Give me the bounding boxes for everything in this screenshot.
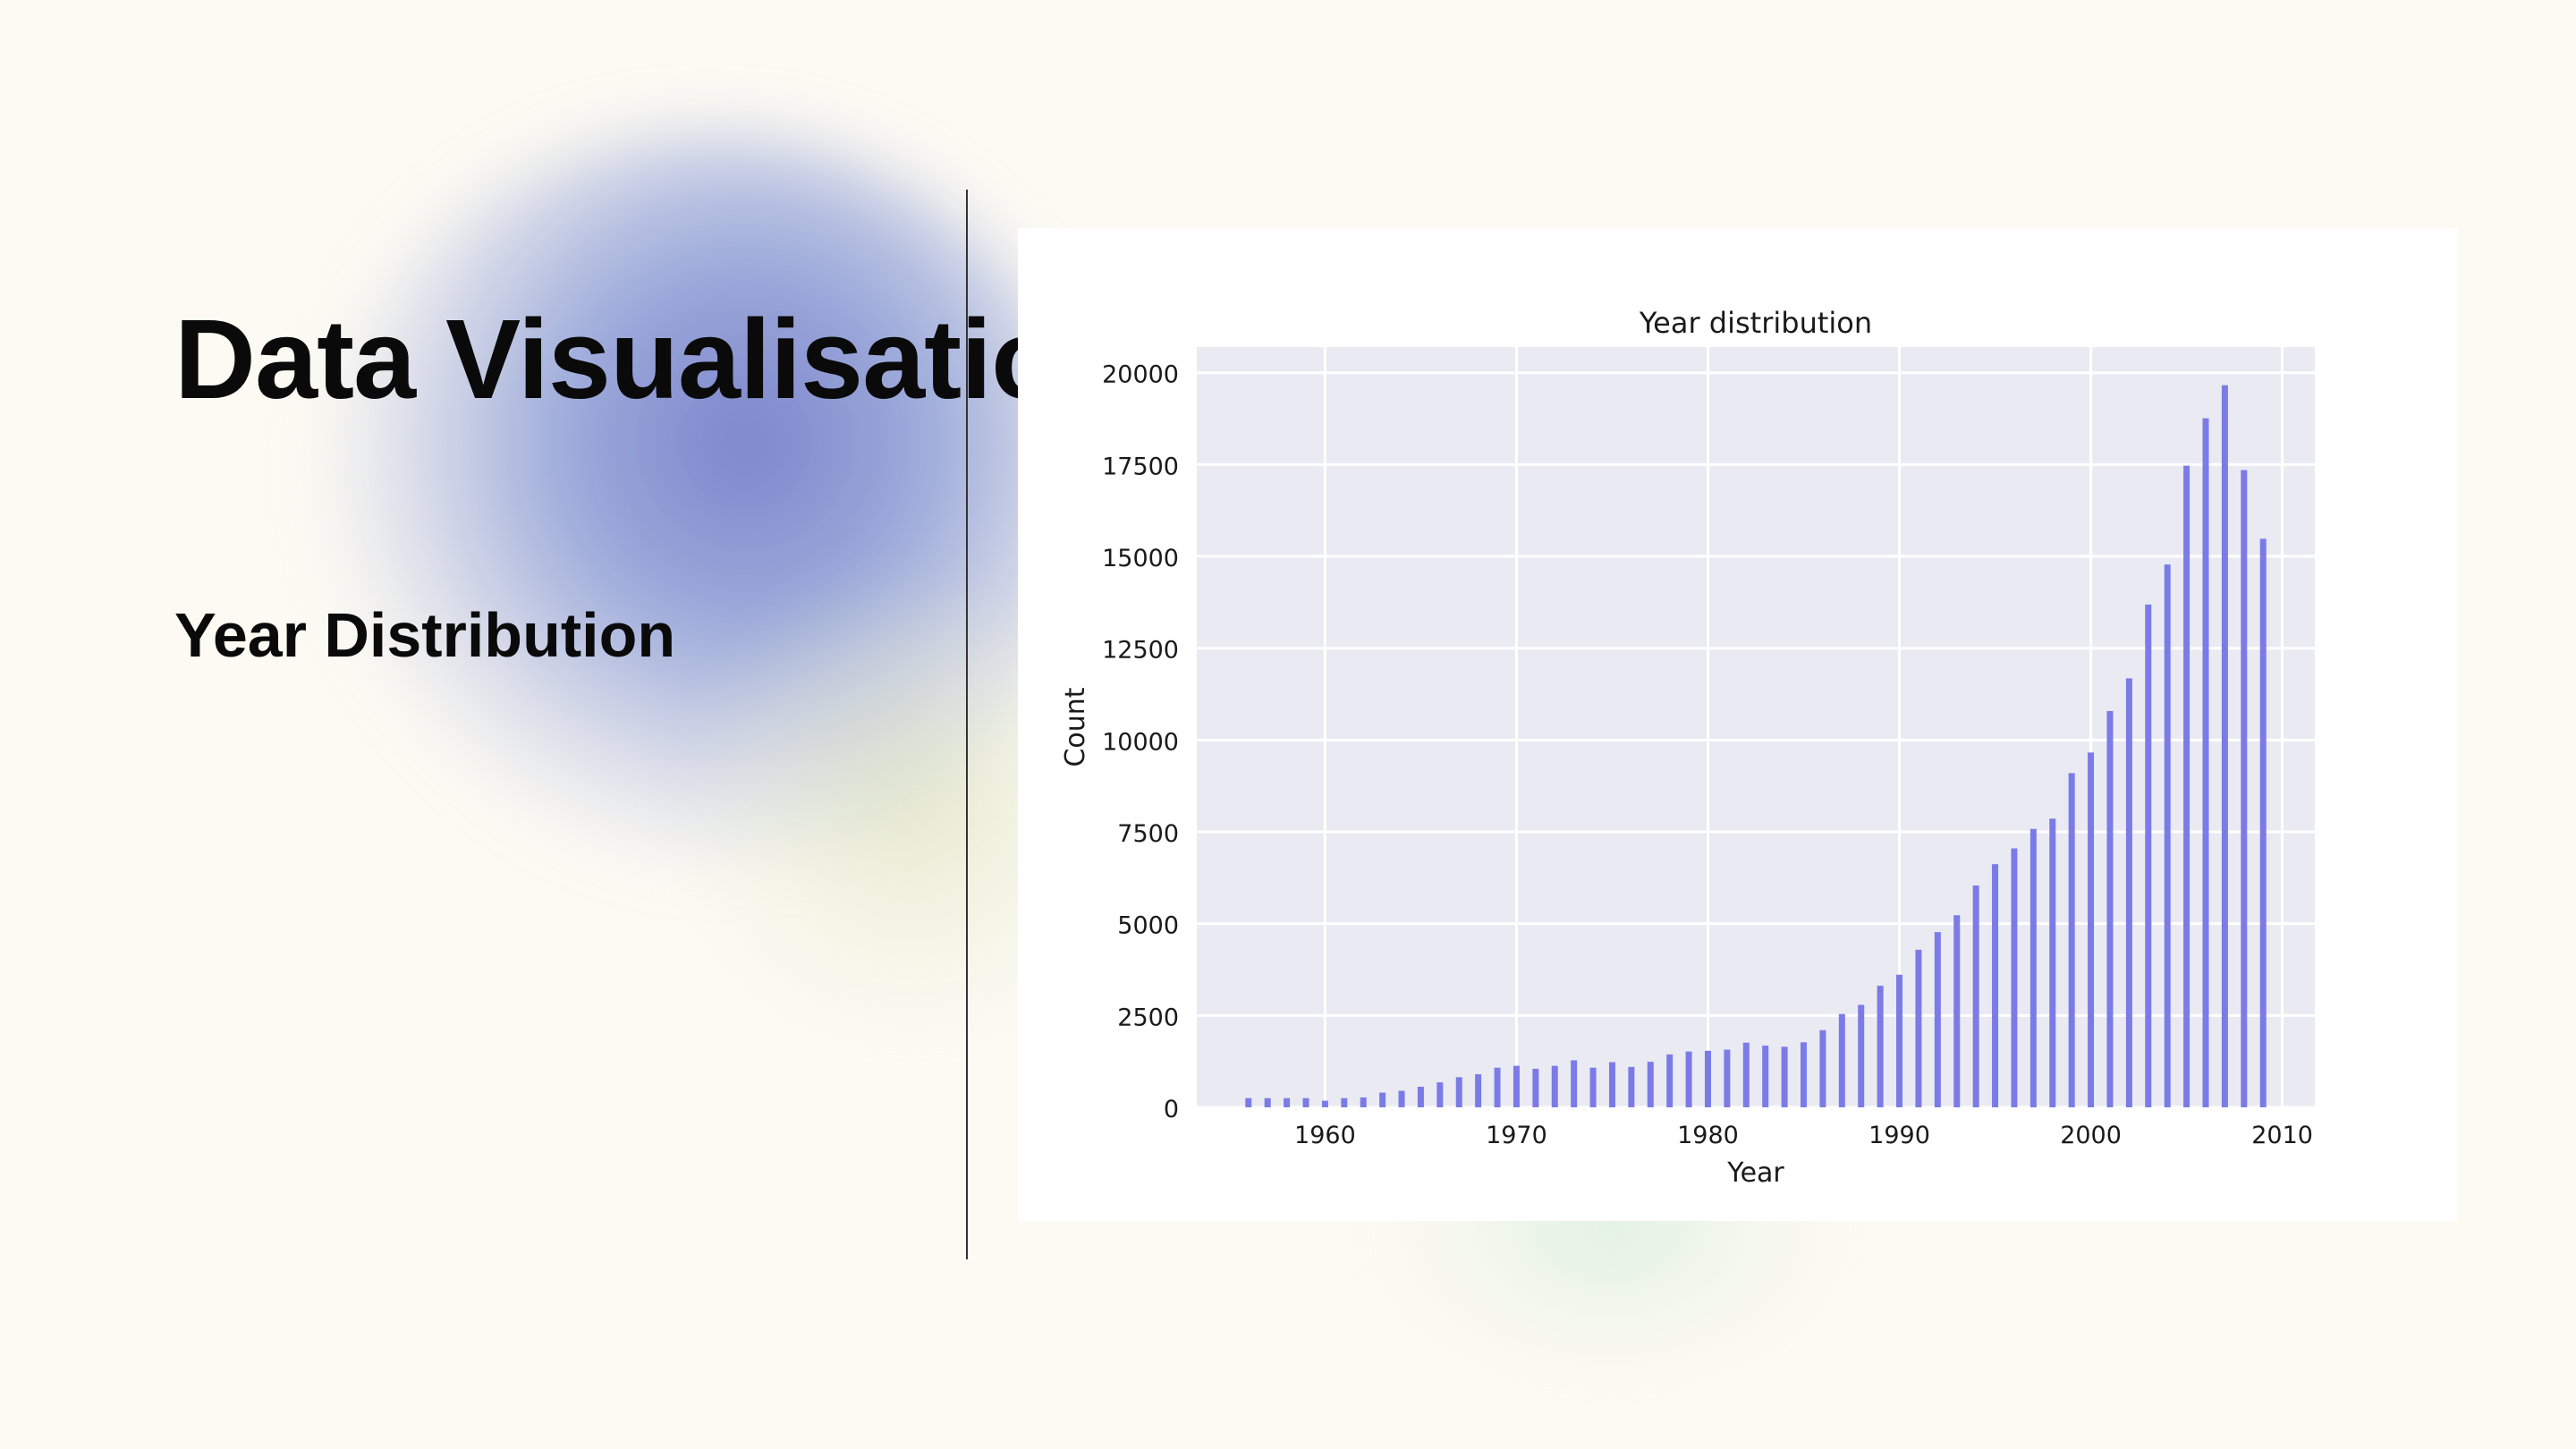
y-tick-label: 15000 (1102, 545, 1179, 572)
bar-1973 (1571, 1060, 1578, 1107)
bars (1245, 385, 2267, 1107)
bar-1962 (1360, 1097, 1367, 1107)
y-tick-label: 7500 (1117, 820, 1179, 848)
bar-1998 (2049, 818, 2056, 1107)
bar-1995 (1992, 864, 1999, 1107)
bar-1982 (1742, 1042, 1750, 1107)
bar-1987 (1838, 1013, 1845, 1107)
bar-1968 (1475, 1074, 1482, 1107)
bar-1984 (1781, 1046, 1788, 1107)
bar-1989 (1877, 986, 1884, 1107)
bar-2003 (2145, 604, 2152, 1107)
bar-1985 (1801, 1042, 1808, 1107)
x-axis-label: Year (1726, 1157, 1784, 1189)
x-tick-label: 1970 (1486, 1122, 1547, 1149)
x-tick-label: 1990 (1868, 1122, 1930, 1149)
bar-1992 (1934, 932, 1941, 1107)
bar-1963 (1379, 1092, 1386, 1107)
bar-1959 (1302, 1097, 1309, 1107)
bar-2009 (2259, 538, 2267, 1107)
bar-1983 (1762, 1046, 1769, 1107)
vertical-divider (966, 190, 968, 1259)
bar-2005 (2183, 465, 2190, 1107)
slide-title: Data Visualisation (174, 296, 1128, 422)
y-axis-label: Count (1060, 687, 1091, 767)
chart-title: Year distribution (1639, 306, 1872, 340)
bar-1986 (1819, 1030, 1826, 1107)
bar-1977 (1647, 1062, 1654, 1107)
y-tick-label: 10000 (1102, 728, 1179, 756)
bar-1961 (1341, 1097, 1348, 1107)
bar-2006 (2202, 418, 2209, 1107)
y-tick-label: 0 (1164, 1096, 1179, 1123)
bar-2000 (2088, 752, 2095, 1107)
bar-1965 (1417, 1087, 1424, 1107)
y-tick-label: 5000 (1117, 912, 1179, 940)
x-tick-label: 2010 (2251, 1122, 2313, 1149)
bar-2004 (2164, 564, 2171, 1107)
bar-1957 (1264, 1097, 1271, 1107)
x-tick-label: 2000 (2060, 1122, 2122, 1149)
y-tick-label: 17500 (1102, 453, 1179, 480)
bar-1960 (1321, 1100, 1328, 1107)
bar-2001 (2106, 710, 2114, 1107)
bar-1976 (1628, 1066, 1635, 1107)
x-tick-label: 1980 (1677, 1122, 1739, 1149)
bar-1975 (1608, 1062, 1615, 1107)
bar-1970 (1513, 1065, 1520, 1107)
bar-1966 (1436, 1082, 1444, 1107)
bar-1991 (1915, 949, 1922, 1107)
y-tick-label: 12500 (1102, 637, 1179, 665)
slide-subtitle: Year Distribution (174, 600, 676, 670)
chart-card: 1960 1970 1980 1990 2000 2010 0 2500 5000 7500 10… (1018, 228, 2458, 1221)
bar-1993 (1953, 915, 1961, 1107)
bar-1990 (1896, 974, 1903, 1107)
bar-1994 (1972, 885, 1979, 1107)
bar-1971 (1532, 1068, 1539, 1107)
bar-1979 (1685, 1051, 1692, 1107)
bar-1997 (2029, 828, 2037, 1107)
bar-1999 (2068, 773, 2075, 1107)
background-gradient-blob (322, 134, 1091, 868)
y-tick-label: 20000 (1102, 361, 1179, 389)
x-tick-label: 1960 (1294, 1122, 1356, 1149)
bar-2002 (2125, 678, 2132, 1107)
x-tick-labels: 1960 1970 1980 1990 2000 2010 (1294, 1122, 2313, 1149)
bar-2008 (2241, 470, 2248, 1107)
bar-1974 (1589, 1067, 1597, 1107)
bar-1996 (2011, 848, 2018, 1107)
bar-1988 (1858, 1004, 1865, 1107)
bar-1972 (1551, 1065, 1558, 1107)
bar-1964 (1398, 1090, 1405, 1107)
bar-1958 (1284, 1097, 1291, 1107)
bar-1980 (1704, 1050, 1711, 1107)
bar-2007 (2221, 385, 2228, 1107)
bar-1978 (1666, 1054, 1674, 1107)
y-tick-label: 2500 (1117, 1004, 1179, 1031)
year-distribution-chart: 1960 1970 1980 1990 2000 2010 0 2500 5000 7500 10… (1060, 306, 2315, 1189)
bar-1956 (1245, 1097, 1252, 1107)
bar-1969 (1494, 1067, 1501, 1107)
bar-1981 (1724, 1049, 1731, 1107)
bar-1967 (1455, 1077, 1462, 1107)
y-tick-labels: 0 2500 5000 7500 10000 12500 15000 17500 20000 (1102, 361, 1179, 1123)
